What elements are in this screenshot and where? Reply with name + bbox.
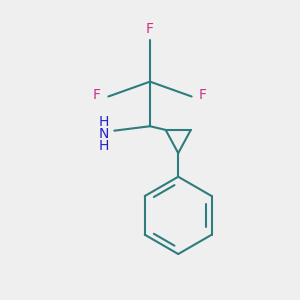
Text: H: H: [99, 139, 109, 152]
Text: H: H: [99, 115, 109, 129]
Text: F: F: [93, 88, 101, 102]
Text: F: F: [146, 22, 154, 37]
Text: N: N: [99, 127, 109, 141]
Text: F: F: [199, 88, 207, 102]
